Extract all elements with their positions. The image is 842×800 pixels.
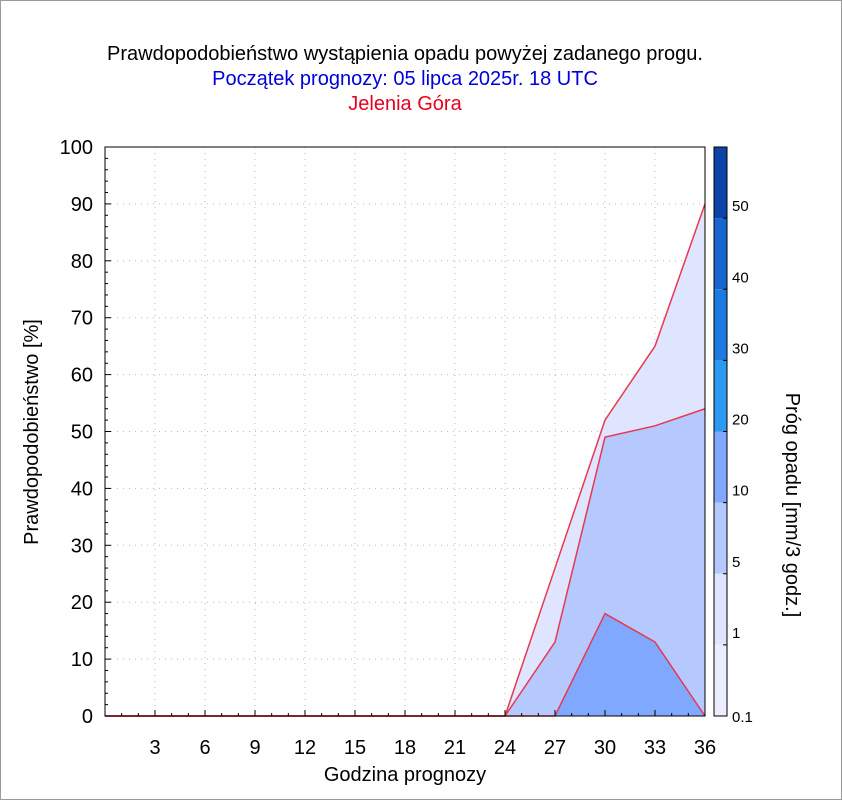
axis-ticks [105, 146, 706, 717]
chart-title: Prawdopodobieństwo wystąpienia opadu pow… [107, 43, 703, 65]
colorbar-band [714, 431, 727, 503]
colorbar-tick-label: 1 [732, 625, 740, 642]
x-axis-label: Godzina prognozy [324, 764, 486, 786]
x-tick-label: 3 [149, 737, 160, 759]
x-tick-label: 24 [494, 737, 516, 759]
colorbar-band [714, 289, 727, 361]
colorbar-tick-label: 40 [732, 269, 749, 286]
colorbar-tick-label: 5 [732, 554, 740, 571]
colorbar-label: Próg opadu [mm/3 godz.] [781, 393, 803, 618]
x-tick-label: 21 [444, 737, 466, 759]
forecast-start-subtitle: Początek prognozy: 05 lipca 2025r. 18 UT… [212, 68, 598, 90]
y-tick-label: 80 [71, 251, 93, 273]
grid-lines [105, 147, 705, 716]
x-tick-label: 33 [644, 737, 666, 759]
area-threshold-0.1 [105, 203, 705, 716]
y-tick-label: 50 [71, 422, 93, 444]
y-tick-label: 10 [71, 649, 93, 671]
colorbar-band [714, 147, 727, 219]
x-tick-label: 15 [344, 737, 366, 759]
y-tick-label: 60 [71, 365, 93, 387]
y-tick-label: 30 [71, 535, 93, 557]
colorbar-tick-label: 20 [732, 412, 749, 429]
colorbar-tick-label: 30 [732, 340, 749, 357]
colorbar-tick-label: 10 [732, 483, 749, 500]
y-tick-label: 70 [71, 308, 93, 330]
y-tick-label: 40 [71, 478, 93, 500]
y-axis-label: Prawdopodobieństwo [%] [21, 319, 43, 545]
probability-areas [105, 203, 705, 716]
colorbar-tick-labels: 0.1 1 5 10 20 30 40 50 [723, 198, 753, 726]
x-tick-label: 18 [394, 737, 416, 759]
y-tick-label: 0 [82, 706, 93, 728]
colorbar-band [714, 573, 727, 645]
x-tick-label: 9 [249, 737, 260, 759]
x-tick-label: 36 [694, 737, 716, 759]
area-threshold-5 [105, 613, 705, 716]
x-tick-labels: 3 6 9 12 15 18 21 24 27 30 33 36 [149, 737, 716, 759]
y-tick-labels: 0 10 20 30 40 50 60 70 80 90 100 [60, 137, 93, 728]
x-tick-label: 6 [199, 737, 210, 759]
x-tick-label: 12 [294, 737, 316, 759]
y-tick-label: 20 [71, 592, 93, 614]
colorbar-band [714, 360, 727, 432]
threshold-colorbar [713, 146, 728, 717]
y-tick-label: 90 [71, 194, 93, 216]
colorbar-tick-label: 0.1 [732, 709, 753, 726]
location-label: Jelenia Góra [348, 93, 462, 115]
colorbar-tick-label: 50 [732, 198, 749, 215]
y-tick-label: 100 [60, 137, 93, 159]
colorbar-band [714, 644, 727, 716]
colorbar-band [714, 502, 727, 574]
colorbar-band [714, 218, 727, 290]
x-tick-label: 30 [594, 737, 616, 759]
x-tick-label: 27 [544, 737, 566, 759]
